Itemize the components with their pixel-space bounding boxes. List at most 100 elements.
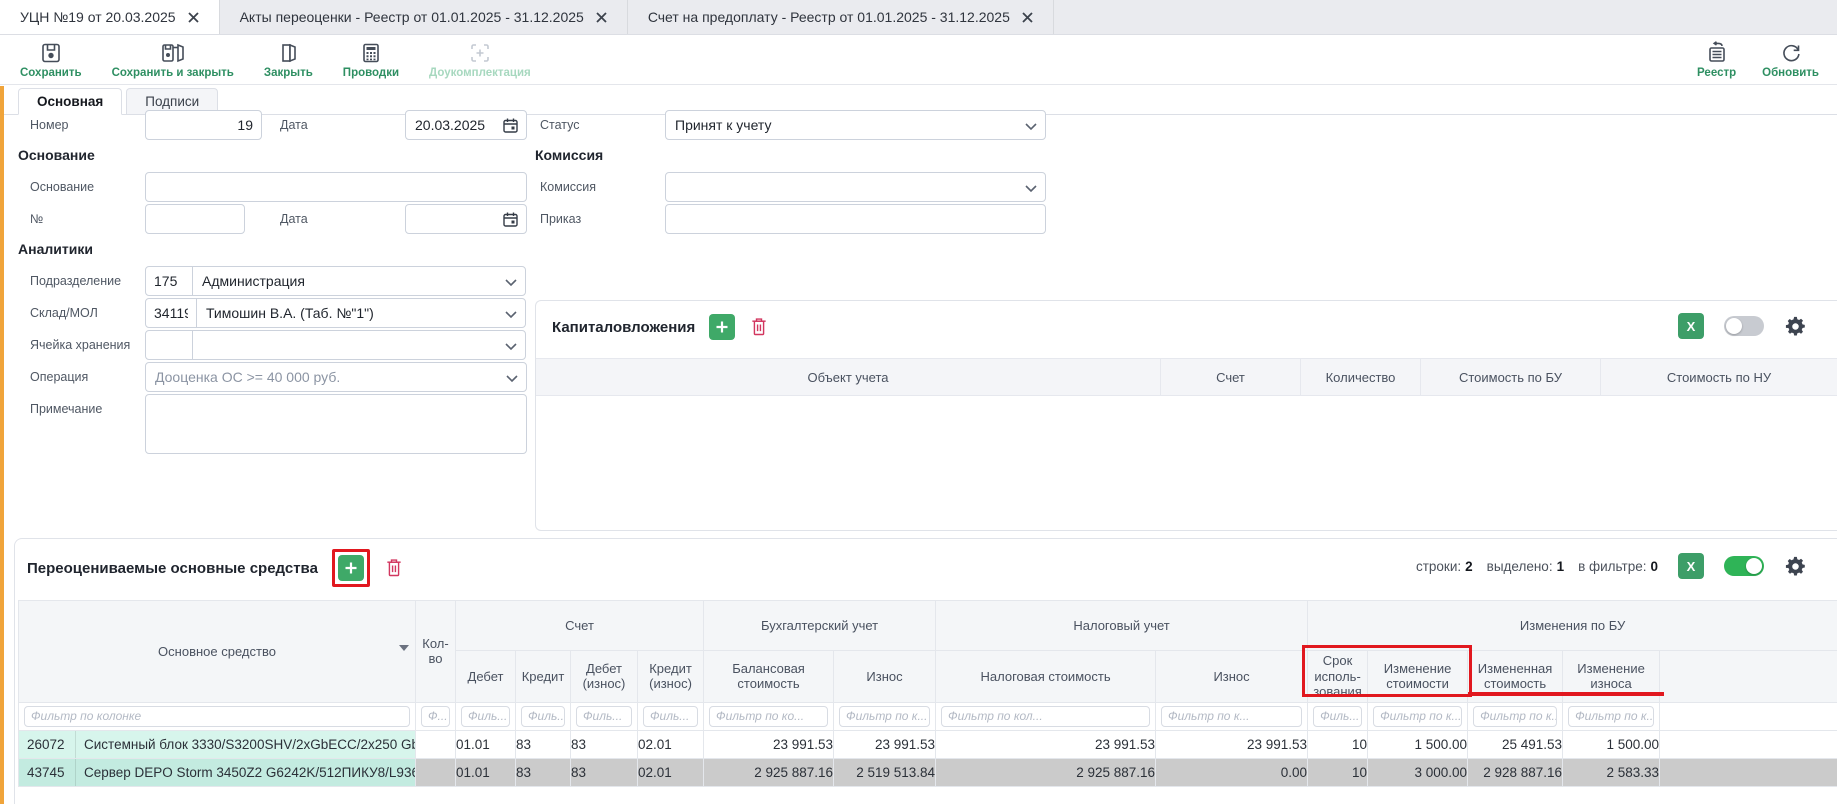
assets-settings-gear-icon[interactable] <box>1784 555 1807 578</box>
sklad-mol-code-field[interactable] <box>145 298 197 328</box>
assets-add-row-button[interactable] <box>337 555 364 581</box>
capital-col-cost-nu[interactable]: Стоимость по НУ <box>1600 359 1837 395</box>
save-and-close-button[interactable]: Сохранить и закрыть <box>112 41 234 79</box>
filter-input-debit[interactable]: Филь... <box>461 705 510 727</box>
column-header-wear-nu[interactable]: Износ <box>1155 650 1309 703</box>
column-header-balance-cost[interactable]: Балансовая стоимость <box>703 650 835 703</box>
filter-input-useful-life[interactable]: Филь... <box>1313 705 1363 727</box>
asset-name-cell[interactable]: Сервер DEPO Storm 3450Z2 G6242K/512ПИКУ8… <box>76 759 415 786</box>
tab-close-icon[interactable] <box>596 11 607 23</box>
changed-cost-cell[interactable]: 25 491.53 <box>1467 729 1564 759</box>
filter-input-asset[interactable]: Фильтр по колонке <box>24 705 410 727</box>
filter-input-wear-nu[interactable]: Фильтр по к... <box>1161 705 1303 727</box>
capital-col-cost-bu[interactable]: Стоимость по БУ <box>1420 359 1600 395</box>
capital-col-account[interactable]: Счет <box>1160 359 1300 395</box>
column-header-tax-cost[interactable]: Налоговая стоимость <box>935 650 1157 703</box>
column-header-wear-bu[interactable]: Износ <box>833 650 937 703</box>
storage-cell-code-field[interactable] <box>145 330 193 360</box>
podrazdelenie-select[interactable]: Администрация <box>192 266 526 296</box>
column-header-cost-change[interactable]: Изменение стоимости <box>1367 650 1469 703</box>
credit-cell[interactable]: 83 <box>515 757 571 787</box>
wear-change-cell[interactable]: 1 500.00 <box>1562 729 1661 759</box>
filter-input-cost-change[interactable]: Фильтр по к... <box>1373 705 1463 727</box>
window-tab-acts-register[interactable]: Акты переоценки - Реестр от 01.01.2025 -… <box>220 0 628 34</box>
tab-close-icon[interactable] <box>187 11 199 23</box>
qty-cell[interactable] <box>415 757 456 787</box>
useful-life-cell[interactable]: 10 <box>1307 729 1369 759</box>
filter-input-wear-change[interactable]: Фильтр по к... <box>1568 705 1655 727</box>
filter-input-credit[interactable]: Филь... <box>521 705 565 727</box>
column-header-changed-cost[interactable]: Измененная стоимость <box>1467 650 1564 703</box>
calendar-icon[interactable] <box>502 117 519 134</box>
debit-cell[interactable]: 01.01 <box>455 757 516 787</box>
sort-desc-icon[interactable] <box>399 645 409 651</box>
wear-bu-cell[interactable]: 23 991.53 <box>833 729 937 759</box>
column-header-credit[interactable]: Кредит <box>515 650 571 703</box>
osnovanie-date-field[interactable] <box>405 204 527 234</box>
capital-settings-gear-icon[interactable] <box>1784 315 1807 338</box>
debit-cell[interactable]: 01.01 <box>455 729 516 759</box>
wear-change-cell[interactable]: 2 583.33 <box>1562 757 1661 787</box>
balance-cost-cell[interactable]: 2 925 887.16 <box>703 757 835 787</box>
credit-cell[interactable]: 83 <box>515 729 571 759</box>
save-button[interactable]: Сохранить <box>20 41 82 79</box>
number-field[interactable] <box>145 110 262 140</box>
window-tab-invoice-register[interactable]: Счет на предоплату - Реестр от 01.01.202… <box>628 0 1054 34</box>
tab-main[interactable]: Основная <box>18 88 123 115</box>
assets-delete-row-button[interactable] <box>384 556 406 580</box>
asset-name-cell[interactable]: Системный блок 3330/S3200SHV/2xGbECC/2x2… <box>76 731 415 758</box>
prikaz-field[interactable] <box>665 204 1046 234</box>
column-header-credit-wear[interactable]: Кредит (износ) <box>636 650 705 703</box>
date-field[interactable]: 20.03.2025 <box>405 110 527 140</box>
balance-cost-cell[interactable]: 23 991.53 <box>703 729 835 759</box>
filter-input-wear-bu[interactable]: Фильтр по к... <box>839 705 931 727</box>
asset-id-cell[interactable]: 26072 <box>19 731 76 758</box>
debit-wear-cell[interactable]: 83 <box>570 757 638 787</box>
useful-life-cell[interactable]: 10 <box>1307 757 1369 787</box>
column-header-asset[interactable]: Основное средство <box>18 600 416 703</box>
changed-cost-cell[interactable]: 2 928 887.16 <box>1467 757 1564 787</box>
tax-cost-cell[interactable]: 23 991.53 <box>935 729 1157 759</box>
credit-wear-cell[interactable]: 02.01 <box>636 757 705 787</box>
qty-cell[interactable] <box>415 729 456 759</box>
capital-delete-row-button[interactable] <box>749 315 771 339</box>
register-button[interactable]: Реестр <box>1697 41 1736 79</box>
capital-excel-export-button[interactable]: X <box>1678 313 1704 339</box>
sklad-mol-select[interactable]: Тимошин В.А. (Таб. №"1") <box>196 298 526 328</box>
refresh-button[interactable]: Обновить <box>1762 41 1819 79</box>
tax-cost-cell[interactable]: 2 925 887.16 <box>935 757 1157 787</box>
assets-filter-toggle[interactable] <box>1724 556 1764 576</box>
filter-input-balance-cost[interactable]: Фильтр по ко... <box>709 705 829 727</box>
column-header-debit[interactable]: Дебет <box>455 650 516 703</box>
podrazdelenie-code-field[interactable] <box>145 266 193 296</box>
capital-add-row-button[interactable] <box>709 314 736 340</box>
column-header-useful-life[interactable]: Срок исполь-зования <box>1307 650 1369 703</box>
wear-nu-cell[interactable]: 23 991.53 <box>1155 729 1309 759</box>
credit-wear-cell[interactable]: 02.01 <box>636 729 705 759</box>
column-header-qty[interactable]: Кол-во <box>415 600 456 703</box>
calendar-icon[interactable] <box>502 211 519 228</box>
komissiya-select[interactable] <box>665 172 1046 202</box>
filter-input-credit-wear[interactable]: Филь... <box>643 705 699 727</box>
table-row-selected[interactable]: 43745 Сервер DEPO Storm 3450Z2 G6242K/51… <box>18 757 1837 787</box>
debit-wear-cell[interactable]: 83 <box>570 729 638 759</box>
status-select[interactable]: Принят к учету <box>665 110 1046 140</box>
window-tab-document[interactable]: УЦН №19 от 20.03.2025 <box>0 0 220 34</box>
note-textarea[interactable] <box>145 394 527 454</box>
close-button[interactable]: Закрыть <box>264 41 313 79</box>
capital-col-object[interactable]: Объект учета <box>807 369 889 385</box>
storage-cell-select[interactable] <box>192 330 526 360</box>
wear-bu-cell[interactable]: 2 519 513.84 <box>833 757 937 787</box>
tab-signatures[interactable]: Подписи <box>126 88 219 114</box>
asset-id-cell[interactable]: 43745 <box>19 759 76 786</box>
osnovanie-number-field[interactable] <box>145 204 245 234</box>
column-header-debit-wear[interactable]: Дебет (износ) <box>570 650 638 703</box>
capital-filter-toggle[interactable] <box>1724 316 1764 336</box>
filter-input-changed-cost[interactable]: Фильтр по к... <box>1473 705 1558 727</box>
wear-nu-cell[interactable]: 0.00 <box>1155 757 1309 787</box>
cost-change-cell[interactable]: 3 000.00 <box>1367 757 1469 787</box>
capital-col-quantity[interactable]: Количество <box>1300 359 1420 395</box>
table-row[interactable]: 26072 Системный блок 3330/S3200SHV/2xGbE… <box>18 729 1837 759</box>
operation-select[interactable]: Дооценка ОС >= 40 000 руб. <box>145 362 527 392</box>
filter-input-qty[interactable]: Ф... <box>421 705 450 727</box>
